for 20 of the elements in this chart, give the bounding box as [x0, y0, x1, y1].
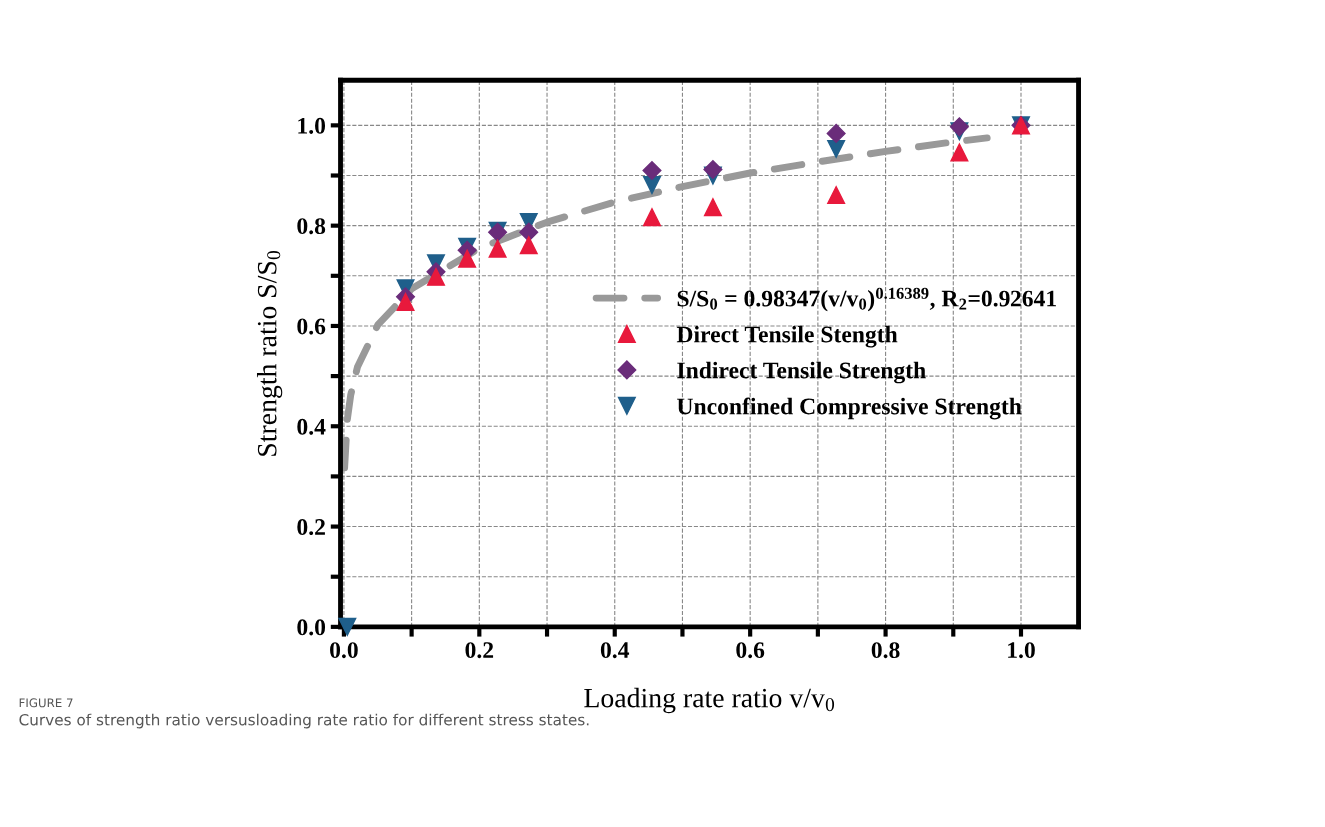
y-axis-title: Strength ratio S/S$_{0}$	[256, 250, 283, 456]
x-tick-label: 0.2	[465, 642, 494, 659]
legend-label: Direct Tensile Stength	[676, 325, 898, 348]
x-tick-label: 0.8	[871, 642, 900, 659]
x-tick-label: 0.0	[330, 642, 358, 659]
x-tick-label: 0.6	[736, 642, 765, 659]
x-axis-title: Loading rate ratio v/v$_{0}$	[584, 687, 835, 714]
y-tick-label: 0.6	[297, 318, 326, 335]
x-tick-label: 0.4	[600, 642, 630, 659]
legend-label: Indirect Tensile Strength	[677, 361, 926, 384]
y-tick-label: 0.4	[297, 418, 326, 435]
y-tick-label: 1.0	[298, 117, 326, 134]
text: S/S$_{0}$ = 0.98347(v/v$_{0}$)$^{0.16389}$, R$_{2}$=0.92641	[677, 287, 1056, 312]
y-tick-label: 0.8	[297, 218, 326, 235]
x-tick-label: 1.0	[1008, 642, 1035, 659]
y-tick-label: 0.2	[297, 519, 325, 536]
y-tick-label: 0.0	[297, 619, 326, 636]
legend-label: Unconfined Compressive Strength	[677, 397, 1022, 420]
text: Curves of strength ratio versusloading rate ratio for different stress states.	[19, 713, 589, 729]
caption: FIGURE 7	[19, 698, 73, 708]
